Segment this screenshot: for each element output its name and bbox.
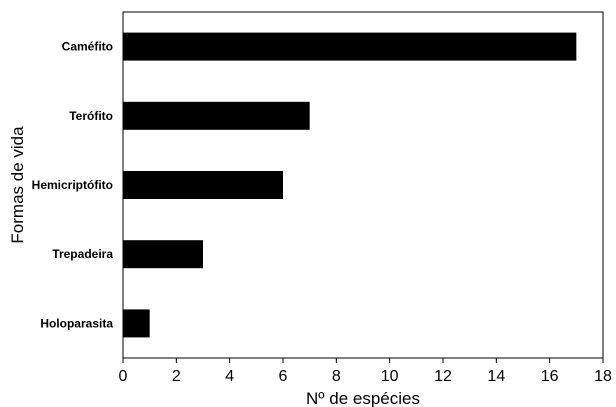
x-tick-label-0: 0: [119, 368, 128, 385]
category-label-0: Caméfito: [62, 40, 113, 54]
x-tick-label-1: 2: [172, 368, 181, 385]
category-label-1: Terófito: [69, 109, 113, 123]
category-label-4: Holoparasita: [40, 316, 113, 330]
x-axis-title: Nº de espécies: [306, 389, 420, 407]
x-tick-label-4: 8: [332, 368, 341, 385]
bar-0: [123, 32, 577, 61]
category-label-2: Hemicriptófito: [32, 178, 113, 192]
x-axis-ticks: 0 2 4 6 8 10 12 14 16 18: [119, 358, 612, 385]
bar-4: [123, 309, 150, 338]
category-labels: Caméfito Terófito Hemicriptófito Trepadeira…: [32, 40, 114, 331]
bar-3: [123, 240, 203, 269]
x-tick-label-3: 6: [279, 368, 288, 385]
bar-1: [123, 101, 310, 130]
category-label-3: Trepadeira: [52, 247, 113, 261]
bar-2: [123, 171, 283, 199]
y-axis-title: Formas de vida: [8, 126, 27, 244]
x-tick-label-9: 18: [594, 368, 612, 385]
x-tick-label-6: 12: [434, 368, 452, 385]
x-tick-label-8: 16: [541, 368, 559, 385]
x-tick-label-5: 10: [381, 368, 399, 385]
bars-group: [123, 32, 577, 338]
x-tick-label-2: 4: [225, 368, 234, 385]
x-tick-label-7: 14: [487, 368, 505, 385]
